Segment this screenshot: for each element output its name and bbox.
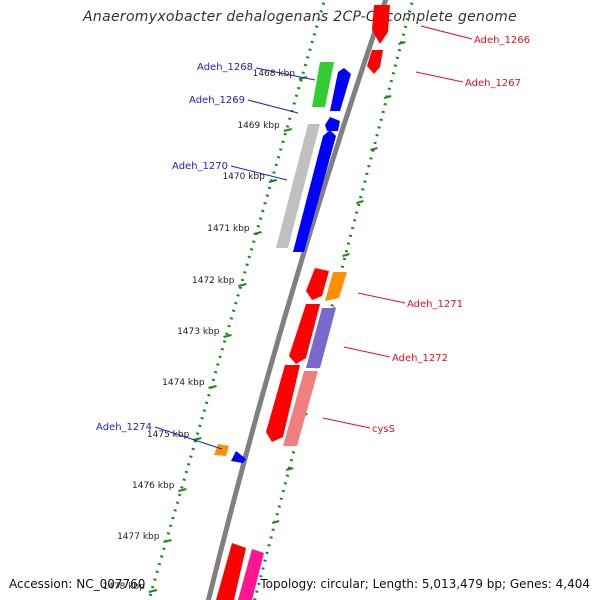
gene-adeh-1270 bbox=[293, 130, 336, 252]
gene-red-3 bbox=[266, 365, 300, 442]
tick-label: 1472 kbp bbox=[192, 276, 235, 286]
outer-tick-mark bbox=[383, 95, 392, 99]
label-leader-line bbox=[357, 292, 406, 304]
label-leader-line bbox=[255, 67, 316, 81]
outer-tick-mark bbox=[398, 41, 406, 45]
label-adeh-1274: Adeh_1274 bbox=[96, 422, 152, 433]
tick-label: 1478 kbp bbox=[102, 582, 145, 592]
label-leader-line bbox=[322, 417, 371, 429]
tick-label: 1468 kbp bbox=[253, 69, 296, 79]
tick-label: 1476 kbp bbox=[132, 481, 175, 491]
gene-adeh-1274 bbox=[231, 451, 246, 463]
tick-mark bbox=[178, 488, 187, 492]
tick-label: 1474 kbp bbox=[162, 378, 205, 388]
gene-adeh-1271 bbox=[325, 272, 347, 301]
gene-adeh-1268-block bbox=[312, 62, 334, 107]
tick-mark bbox=[223, 334, 232, 338]
label-adeh-1272: Adeh_1272 bbox=[392, 353, 448, 364]
label-leader-line bbox=[247, 99, 299, 114]
label-leader-line bbox=[415, 71, 464, 83]
tick-mark bbox=[253, 231, 262, 235]
tick-mark bbox=[208, 385, 217, 389]
gene-adeh-1267 bbox=[367, 50, 383, 74]
label-leader-line bbox=[230, 165, 288, 181]
gene-gray-block bbox=[276, 124, 320, 248]
outer-tick-mark bbox=[285, 467, 294, 471]
tick-mark bbox=[268, 179, 278, 183]
outer-tick-mark bbox=[370, 147, 378, 151]
gene-adeh-1269 bbox=[325, 117, 340, 131]
tick-mark bbox=[163, 539, 172, 543]
tick-label: 1469 kbp bbox=[237, 121, 280, 131]
gene-orange-small bbox=[214, 444, 229, 456]
label-adeh-1267: Adeh_1267 bbox=[465, 78, 521, 89]
tick-mark bbox=[238, 283, 247, 287]
tick-label: 1477 kbp bbox=[117, 532, 160, 542]
outer-tick-mark bbox=[356, 200, 364, 204]
gene-adeh-1266 bbox=[372, 5, 390, 44]
gene-red-1 bbox=[306, 268, 329, 300]
gene-adeh-1272 bbox=[306, 308, 336, 368]
inner-dotted-ring bbox=[147, 0, 327, 600]
accession-text: Accession: NC_007760 bbox=[9, 577, 146, 591]
label-adeh-1271: Adeh_1271 bbox=[407, 299, 463, 310]
label-cyss: cysS bbox=[372, 424, 395, 435]
tick-label: 1470 kbp bbox=[222, 172, 265, 182]
gene-magenta-bottom bbox=[238, 549, 264, 600]
gene-cyss bbox=[283, 371, 318, 446]
tick-mark bbox=[283, 128, 293, 132]
label-leader-line bbox=[420, 25, 473, 40]
tick-label: 1471 kbp bbox=[207, 224, 250, 234]
label-adeh-1266: Adeh_1266 bbox=[474, 35, 530, 46]
backbone-line bbox=[205, 0, 389, 600]
gene-red-2 bbox=[289, 304, 320, 364]
label-adeh-1270: Adeh_1270 bbox=[172, 161, 228, 172]
gene-red-bottom bbox=[216, 543, 246, 600]
label-leader-line bbox=[154, 426, 223, 450]
gene-adeh-1268 bbox=[330, 68, 351, 111]
tick-label: 1475 kbp bbox=[147, 430, 190, 440]
tick-mark bbox=[148, 589, 158, 593]
genome-summary-text: Topology: circular; Length: 5,013,479 bp… bbox=[260, 577, 590, 591]
outer-tick-mark bbox=[271, 520, 280, 524]
tick-label: 1473 kbp bbox=[177, 327, 220, 337]
label-adeh-1268: Adeh_1268 bbox=[197, 62, 253, 73]
label-leader-line bbox=[343, 346, 391, 358]
outer-tick-mark bbox=[342, 253, 350, 257]
genome-title: Anaeromyxobacter dehalogenans 2CP-C, com… bbox=[83, 9, 517, 25]
label-adeh-1269: Adeh_1269 bbox=[189, 95, 245, 106]
